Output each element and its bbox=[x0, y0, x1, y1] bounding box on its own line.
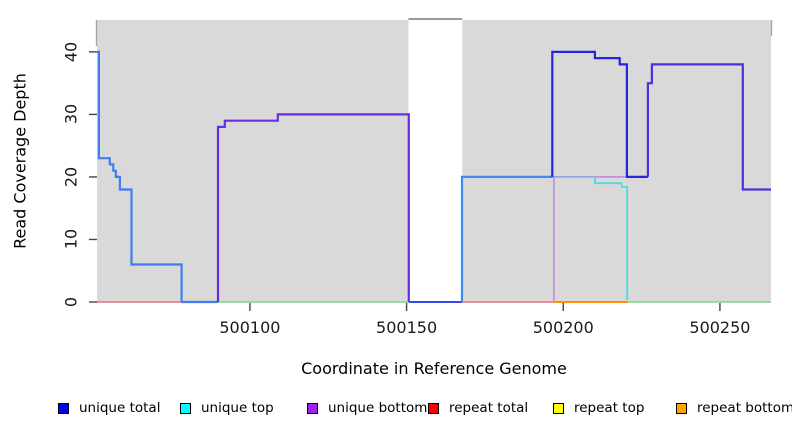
legend-swatch-repeat-total bbox=[428, 402, 439, 414]
legend-label: repeat total bbox=[449, 400, 529, 416]
plot-background-right bbox=[462, 20, 771, 302]
legend-swatch-unique-total bbox=[58, 402, 69, 414]
legend-item-repeat-bottom: repeat bottom bbox=[676, 400, 792, 416]
legend-swatch-unique-bottom bbox=[307, 402, 318, 414]
series-segment-unique-total-40-block bbox=[551, 50, 648, 178]
legend-label: unique bottom bbox=[328, 400, 428, 416]
legend-label: repeat bottom bbox=[697, 400, 792, 416]
legend-label: repeat top bbox=[574, 400, 645, 416]
legend-label: unique top bbox=[201, 400, 274, 416]
series-segment-unique-total-38-block bbox=[646, 63, 771, 191]
x-tick-label-500250: 500250 bbox=[689, 318, 751, 337]
plot-background-left bbox=[97, 20, 409, 302]
legend-item-unique-bottom: unique bottom bbox=[307, 400, 427, 416]
y-axis-title: Read Coverage Depth bbox=[10, 73, 30, 249]
y-tick-label-40: 40 bbox=[61, 41, 81, 63]
y-tick-label-10: 10 bbox=[61, 229, 81, 250]
y-tick-label-20: 20 bbox=[61, 166, 81, 188]
x-tick-label-500150: 500150 bbox=[376, 318, 438, 337]
legend-item-repeat-top: repeat top bbox=[553, 400, 644, 416]
x-axis-title: Coordinate in Reference Genome bbox=[301, 359, 567, 378]
series-segment-unique-top-cyan-steps bbox=[594, 176, 629, 301]
legend-swatch-unique-top bbox=[180, 402, 191, 414]
legend-label: unique total bbox=[79, 400, 161, 416]
y-tick-label-30: 30 bbox=[61, 104, 81, 125]
series-segment-unique-right-20-block bbox=[460, 175, 553, 302]
legend-item-unique-total: unique total bbox=[58, 400, 160, 416]
legend-item-unique-top: unique top bbox=[180, 400, 274, 416]
series-segment-unique-left-steps bbox=[97, 50, 218, 304]
legend-item-repeat-total: repeat total bbox=[428, 400, 528, 416]
x-tick-label-500100: 500100 bbox=[219, 318, 281, 337]
x-tick-label-500200: 500200 bbox=[532, 318, 594, 337]
legend-swatch-repeat-bottom bbox=[676, 402, 687, 414]
y-tick-label-0: 0 bbox=[61, 296, 81, 308]
legend-swatch-repeat-top bbox=[553, 402, 564, 414]
series-segment-unique-bottom-mid-block bbox=[216, 113, 410, 302]
